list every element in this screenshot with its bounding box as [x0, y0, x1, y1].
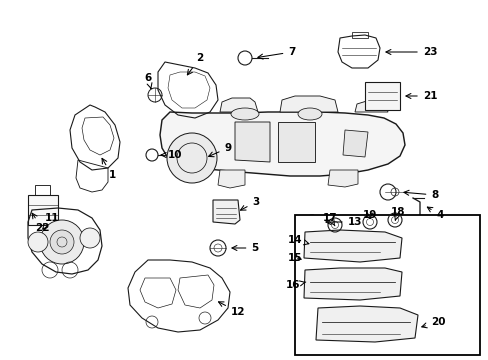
Text: 10: 10 — [161, 150, 182, 160]
Text: 22: 22 — [32, 213, 49, 233]
Text: 1: 1 — [102, 158, 115, 180]
FancyBboxPatch shape — [294, 215, 479, 355]
Polygon shape — [213, 200, 240, 224]
Text: 13: 13 — [325, 217, 362, 227]
Polygon shape — [235, 122, 269, 162]
Text: 2: 2 — [187, 53, 203, 75]
Text: 6: 6 — [144, 73, 152, 89]
Text: 18: 18 — [390, 207, 405, 220]
Text: 5: 5 — [231, 243, 258, 253]
Ellipse shape — [230, 108, 259, 120]
Circle shape — [167, 133, 217, 183]
Polygon shape — [280, 96, 337, 112]
Polygon shape — [327, 170, 357, 187]
Circle shape — [28, 232, 48, 252]
Text: 20: 20 — [421, 317, 445, 328]
Text: 8: 8 — [403, 190, 438, 200]
Text: 15: 15 — [287, 253, 302, 263]
Text: 21: 21 — [405, 91, 436, 101]
Circle shape — [80, 228, 100, 248]
Polygon shape — [364, 82, 399, 110]
Text: 17: 17 — [322, 213, 337, 226]
Polygon shape — [304, 230, 401, 262]
Polygon shape — [160, 112, 404, 176]
Text: 11: 11 — [42, 213, 59, 229]
Circle shape — [40, 220, 84, 264]
Text: 23: 23 — [385, 47, 436, 57]
Polygon shape — [342, 130, 367, 157]
Polygon shape — [28, 195, 58, 225]
Text: 16: 16 — [285, 280, 305, 290]
Text: 7: 7 — [257, 47, 295, 59]
Polygon shape — [315, 306, 417, 342]
Text: 12: 12 — [218, 302, 245, 317]
Circle shape — [50, 230, 74, 254]
Text: 14: 14 — [287, 235, 308, 245]
Polygon shape — [220, 98, 258, 112]
Polygon shape — [304, 268, 401, 300]
Polygon shape — [307, 235, 357, 254]
Polygon shape — [354, 100, 387, 112]
Polygon shape — [278, 122, 314, 162]
Ellipse shape — [297, 108, 321, 120]
Text: 9: 9 — [208, 143, 231, 157]
Text: 19: 19 — [362, 210, 376, 220]
Text: 3: 3 — [240, 197, 259, 210]
Text: 4: 4 — [427, 207, 443, 220]
Polygon shape — [218, 170, 244, 188]
